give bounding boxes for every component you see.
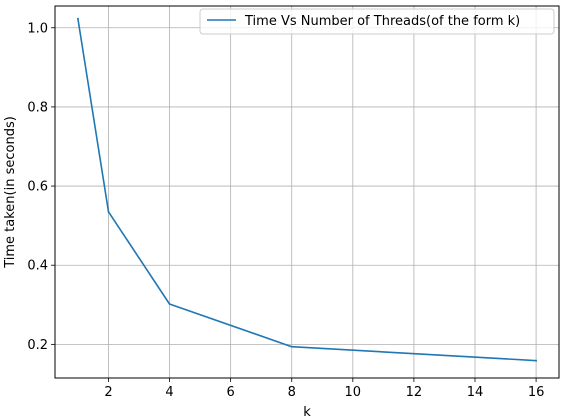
data-point xyxy=(168,303,171,305)
legend-box xyxy=(199,8,555,35)
x-tick-label: 6 xyxy=(226,385,234,400)
y-tick-label: 0.8 xyxy=(27,100,48,115)
plot-frame xyxy=(54,5,560,379)
series-layer xyxy=(76,17,537,362)
ticks: 2 4 6 8 10 12 14 16 0.2 0.4 0.6 0.8 1.0 xyxy=(27,21,544,400)
grid xyxy=(55,6,559,378)
y-axis-label: Time taken(in seconds) xyxy=(3,116,18,269)
x-tick-label: 14 xyxy=(467,385,484,400)
x-tick-label: 10 xyxy=(345,385,362,400)
x-tick-label: 16 xyxy=(528,385,545,400)
x-tick-label: 4 xyxy=(165,385,173,400)
y-tick-label: 1.0 xyxy=(27,21,48,36)
data-point xyxy=(77,17,79,20)
y-tick-label: 0.2 xyxy=(27,338,48,353)
y-tick-label: 0.6 xyxy=(27,180,48,195)
data-point xyxy=(107,210,110,213)
legend: Time Vs Number of Threads(of the form k) xyxy=(199,8,555,35)
data-point xyxy=(535,359,537,362)
y-tick-label: 0.4 xyxy=(27,259,48,274)
x-tick-label: 12 xyxy=(406,385,423,400)
legend-entry: Time Vs Number of Threads(of the form k) xyxy=(244,14,520,29)
x-tick-label: 2 xyxy=(104,385,112,400)
x-axis-label: k xyxy=(303,405,311,420)
series-line xyxy=(76,17,537,362)
x-tick-label: 8 xyxy=(288,385,296,400)
data-point xyxy=(290,345,293,348)
